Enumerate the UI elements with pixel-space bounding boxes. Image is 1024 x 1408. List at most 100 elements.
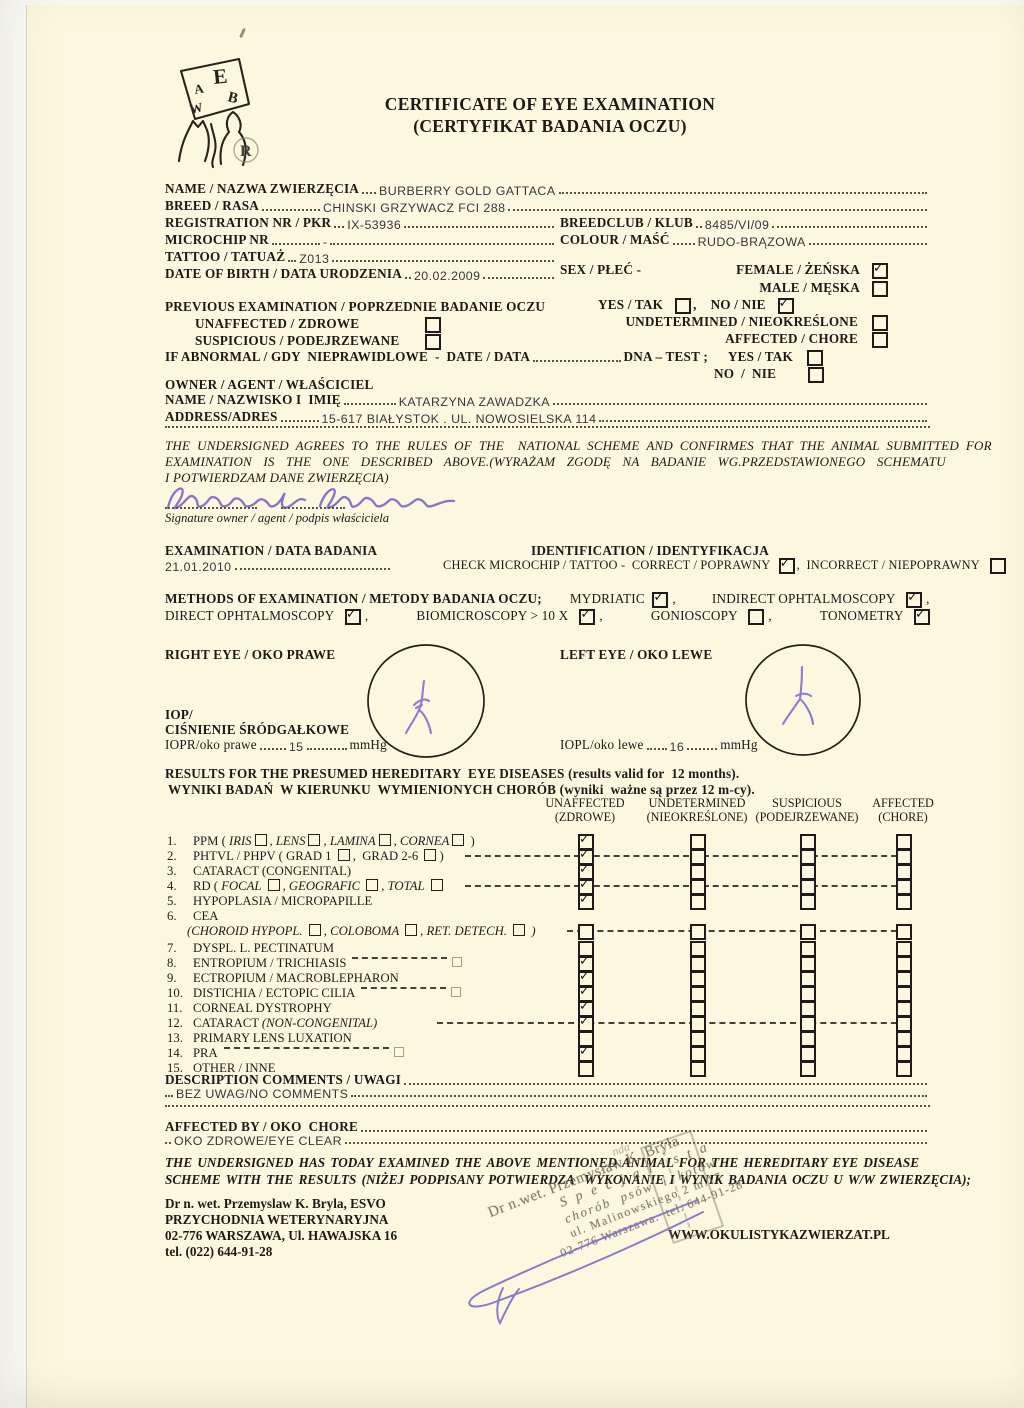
result-row: 4. RD ( FOCAL , GEOGRAFIC , TOTAL bbox=[165, 877, 930, 895]
row-label: PPM ( IRIS, LENS, LAMINA, CORNEA ) bbox=[193, 834, 475, 848]
result-checkbox bbox=[800, 971, 816, 987]
dash-leader bbox=[465, 885, 907, 887]
undersigned-line: THE UNDERSIGNED HAS TODAY EXAMINED THE A… bbox=[165, 1155, 920, 1170]
previous-unaffected: UNAFFECTED / ZDROWE bbox=[195, 316, 445, 333]
result-row: 2. PHTVL / PHPV ( GRAD 1 , GRAD 2-6 ) bbox=[165, 847, 930, 865]
row-number: 2. bbox=[167, 849, 177, 863]
field-sex-male: MALE / MĘSKA bbox=[560, 280, 890, 297]
identification-heading: IDENTIFICATION / IDENTYFIKACJA bbox=[530, 543, 770, 558]
result-checkbox bbox=[896, 879, 912, 895]
result-row: 8. ENTROPIUM / TRICHIASIS bbox=[165, 954, 930, 972]
owner-address-label: ADDRESS/ADRES bbox=[165, 409, 278, 424]
field-value: 20.02.2009 bbox=[413, 269, 481, 283]
owner-address-line: ADDRESS/ADRES 15-617 BIAŁYSTOK . UL. NOW… bbox=[165, 409, 930, 426]
previous-suspicious: SUSPICIOUS / PODEJRZEWANE bbox=[195, 333, 445, 350]
field-breedclub: BREEDCLUB / KLUB 8485/VI/09 bbox=[560, 215, 930, 232]
examination-date: 21.01.2010 bbox=[165, 560, 232, 574]
svg-text:B: B bbox=[226, 89, 240, 107]
result-checkbox bbox=[690, 924, 706, 940]
signature-caption: Signature owner / agent / podpis właścic… bbox=[165, 511, 390, 525]
field-dob: DATE OF BIRTH / DATA URODZENIA 20.02.200… bbox=[165, 266, 557, 283]
affected-by-value-line: OKO ZDROWE/EYE CLEAR bbox=[165, 1134, 930, 1148]
previous-affected: AFFECTED / CHORE bbox=[560, 331, 890, 348]
result-checkbox bbox=[578, 924, 594, 940]
inline-checkbox bbox=[254, 834, 267, 846]
inline-checkbox bbox=[267, 879, 280, 891]
row-label: PRA bbox=[193, 1046, 404, 1061]
field-value: IX-53936 bbox=[347, 218, 402, 232]
affected-checkbox bbox=[872, 332, 888, 348]
empty-dotted-line2 bbox=[165, 1103, 930, 1110]
dash-leader bbox=[361, 987, 447, 991]
result-checkbox bbox=[896, 924, 912, 940]
result-checkbox bbox=[896, 1061, 912, 1077]
result-checkbox bbox=[800, 864, 816, 880]
if-abnormal-line: IF ABNORMAL / GDY NIEPRAWIDLOWE - DATE /… bbox=[165, 349, 825, 366]
iop-label2: CIŚNIENIE ŚRÓDGAŁKOWE bbox=[165, 722, 350, 737]
description-value-line: BEZ UWAG/NO COMMENTS bbox=[165, 1087, 930, 1101]
result-row: 11. CORNEAL DYSTROPHY bbox=[165, 999, 930, 1017]
result-checkbox bbox=[896, 834, 912, 850]
examination-heading: EXAMINATION / DATA BADANIA bbox=[165, 543, 378, 558]
left-eye-label: LEFT EYE / OKO LEWE bbox=[560, 647, 713, 662]
no-label: NO / NIE bbox=[710, 297, 766, 312]
result-checkbox bbox=[800, 834, 816, 850]
field-label: REGISTRATION NR / PKR bbox=[165, 215, 332, 230]
result-checkbox bbox=[690, 1031, 706, 1047]
result-row: 5. HYPOPLASIA / MICROPAPILLE bbox=[165, 892, 930, 910]
dna-no-label: NO / NIE bbox=[714, 366, 777, 381]
female-label: FEMALE / ŻEŃSKA bbox=[736, 262, 860, 277]
column-affected: AFFECTED (CHORE) bbox=[872, 796, 934, 824]
field-label: MICROCHIP NR bbox=[165, 232, 269, 247]
suspicious-label: SUSPICIOUS / PODEJRZEWANE bbox=[195, 333, 400, 348]
svg-text:A: A bbox=[193, 80, 205, 97]
affected-by-label: AFFECTED BY / OKO CHORE bbox=[165, 1119, 358, 1134]
clinic-line: PRZYCHODNIA WETERYNARYJNA bbox=[165, 1212, 389, 1227]
tiny-box bbox=[393, 1047, 404, 1057]
result-checkbox bbox=[896, 1001, 912, 1017]
result-checkbox bbox=[896, 986, 912, 1002]
row-number: 10. bbox=[167, 986, 183, 1000]
field-value: BURBERRY GOLD GATTACA bbox=[379, 184, 556, 198]
vet-signature-ink bbox=[468, 1199, 704, 1326]
result-checkbox bbox=[800, 986, 816, 1002]
title-line2: (CERTYFIKAT BADANIA OCZU) bbox=[413, 116, 687, 136]
methods-line2: DIRECT OPHTALMOSCOPY ,BIOMICROSCOPY > 10… bbox=[165, 607, 931, 625]
methods-line1: METHODS OF EXAMINATION / METODY BADANIA … bbox=[165, 590, 930, 608]
field-tattoo: TATTOO / TATUAŻ Z013 bbox=[165, 249, 557, 266]
clinic-line: Dr n. wet. Przemyslaw K. Bryla, ESVO bbox=[165, 1196, 386, 1211]
unaffected-label: UNAFFECTED / ZDROWE bbox=[195, 316, 360, 331]
method-checkbox bbox=[652, 590, 669, 608]
field-label: SEX / PŁEĆ - bbox=[560, 262, 642, 277]
undetermined-checkbox bbox=[872, 315, 888, 331]
result-checkbox bbox=[800, 956, 816, 972]
description-value: BEZ UWAG/NO COMMENTS bbox=[176, 1087, 349, 1101]
result-row: 7. DYSPL. L. PECTINATUM bbox=[165, 941, 930, 957]
inline-checkbox bbox=[337, 849, 350, 861]
field-label: BREED / RASA bbox=[165, 198, 259, 213]
methods-heading: METHODS OF EXAMINATION / METODY BADANIA … bbox=[165, 591, 542, 606]
result-checkbox bbox=[800, 894, 816, 910]
field-label: DATE OF BIRTH / DATA URODZENIA bbox=[165, 266, 402, 281]
method-label: BIOMICROSCOPY > 10 X bbox=[416, 608, 576, 623]
owner-name-value: KATARZYNA ZAWADZKA bbox=[398, 395, 550, 409]
field-label: COLOUR / MAŚĆ bbox=[560, 232, 670, 247]
dna-test-label: DNA – TEST ; bbox=[623, 349, 708, 364]
inline-checkbox bbox=[424, 849, 437, 861]
owner-address-value: 15-617 BIAŁYSTOK . UL. NOWOSIELSKA 114 bbox=[321, 412, 597, 426]
row-number: 9. bbox=[167, 971, 177, 985]
breeder-club-logo-icon: E B A W R bbox=[177, 57, 259, 169]
identification-check-line: CHECK MICROCHIP / TATTOO - CORRECT / POP… bbox=[443, 556, 1008, 574]
row-number: 4. bbox=[167, 879, 177, 893]
svg-text:E: E bbox=[212, 64, 228, 89]
result-checkbox bbox=[800, 1001, 816, 1017]
correct-checkbox bbox=[778, 556, 795, 574]
result-checkbox bbox=[800, 1016, 816, 1032]
page-title: CERTIFICATE OF EYE EXAMINATION (CERTYFIK… bbox=[300, 93, 800, 137]
field-microchip: MICROCHIP NR - bbox=[165, 232, 557, 249]
previous-yes-checkbox bbox=[675, 298, 692, 314]
field-registration: REGISTRATION NR / PKR IX-53936 bbox=[165, 215, 557, 232]
tiny-box bbox=[451, 987, 462, 997]
field-breed: BREED / RASA CHINSKI GRZYWACZ FCI 288 bbox=[165, 198, 930, 215]
result-checkbox bbox=[896, 1046, 912, 1062]
